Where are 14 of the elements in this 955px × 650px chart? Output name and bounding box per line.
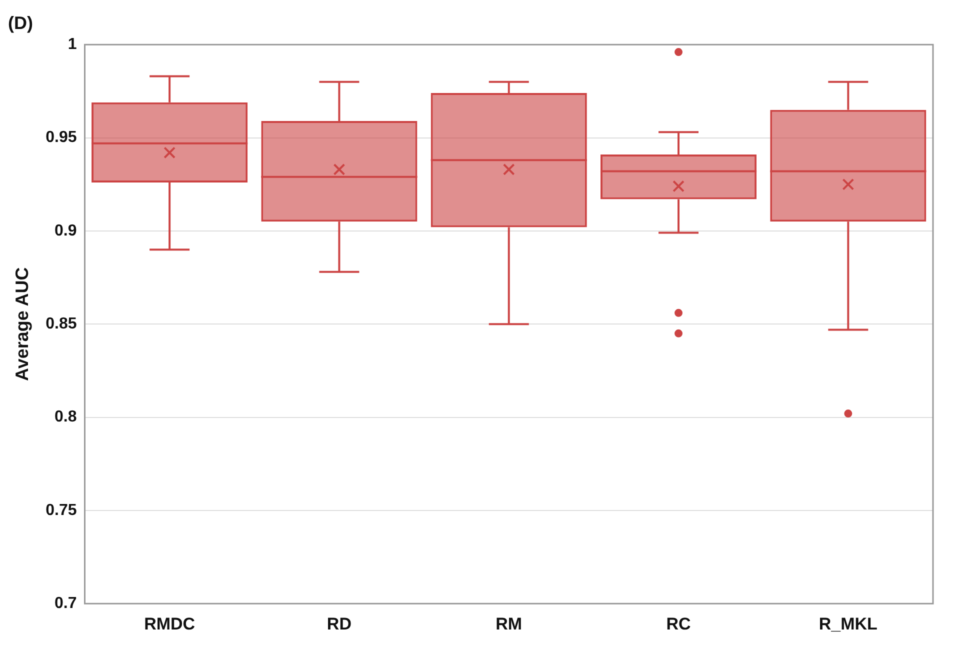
y-tick-label: 0.7 [54, 595, 77, 612]
y-tick-label: 0.8 [54, 408, 77, 426]
y-tick-label: 0.75 [46, 502, 77, 519]
chart-title: (D) [8, 12, 33, 33]
y-tick-label: 0.9 [54, 222, 77, 240]
y-tick-label: 0.95 [46, 129, 77, 146]
x-tick-label: RD [326, 614, 352, 634]
x-tick-label: RM [496, 614, 522, 634]
y-tick-label: 0.85 [46, 316, 77, 333]
x-tick-label: RMDC [144, 614, 196, 634]
x-tick-label: RC [666, 614, 691, 634]
x-tick-label: R_MKL [818, 614, 878, 634]
y-axis-title: Average AUC [12, 267, 32, 381]
y-tick-label: 1 [68, 36, 77, 54]
